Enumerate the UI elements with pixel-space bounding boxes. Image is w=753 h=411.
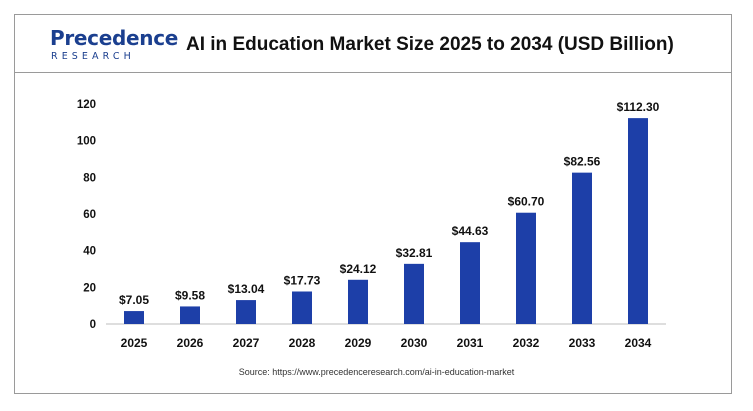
- data-label: $24.12: [340, 262, 377, 276]
- bar: [124, 311, 144, 324]
- y-tick-label: 100: [77, 136, 96, 148]
- bar: [236, 300, 256, 324]
- x-tick-label: 2027: [233, 336, 260, 350]
- data-label: $112.30: [617, 100, 660, 114]
- bar: [292, 291, 312, 324]
- x-tick-label: 2029: [345, 336, 372, 350]
- data-label: $82.56: [564, 155, 601, 169]
- header-divider: [14, 72, 732, 73]
- x-tick-label: 2028: [289, 336, 316, 350]
- x-tick-label: 2026: [177, 336, 204, 350]
- precedence-research-logo: Precedence RESEARCH: [50, 26, 178, 66]
- data-label: $32.81: [396, 246, 433, 260]
- y-tick-label: 20: [83, 282, 96, 294]
- data-label: $44.63: [452, 224, 489, 238]
- x-tick-label: 2030: [401, 336, 428, 350]
- data-label: $17.73: [284, 273, 321, 287]
- logo-subtitle: RESEARCH: [51, 51, 135, 62]
- y-tick-label: 0: [90, 319, 96, 331]
- y-tick-label: 120: [77, 99, 96, 111]
- bar: [180, 306, 200, 324]
- data-label: $9.58: [175, 288, 205, 302]
- bar: [404, 263, 424, 324]
- bar: [516, 212, 536, 324]
- x-tick-label: 2025: [121, 336, 148, 350]
- chart-title: AI in Education Market Size 2025 to 2034…: [186, 34, 674, 55]
- x-tick-label: 2034: [625, 336, 652, 350]
- bar: [628, 118, 648, 324]
- y-tick-label: 40: [83, 246, 96, 258]
- logo-wordmark: Precedence: [50, 26, 179, 50]
- y-tick-label: 80: [83, 172, 96, 184]
- data-label: $7.05: [119, 293, 149, 307]
- y-tick-label: 60: [83, 209, 96, 221]
- x-tick-label: 2032: [513, 336, 540, 350]
- bar: [460, 242, 480, 324]
- bar: [348, 279, 368, 324]
- source-note: Source: https://www.precedenceresearch.c…: [238, 367, 515, 377]
- x-tick-label: 2031: [457, 336, 484, 350]
- bar: [572, 172, 592, 324]
- data-label: $60.70: [508, 195, 545, 209]
- x-tick-label: 2033: [569, 336, 596, 350]
- chart-frame: [14, 14, 732, 394]
- data-label: $13.04: [228, 282, 265, 296]
